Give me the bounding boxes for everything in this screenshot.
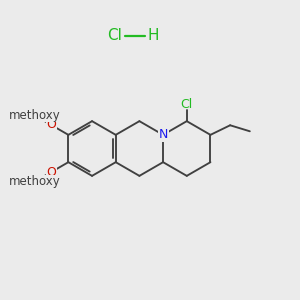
Text: O: O [46, 166, 56, 178]
Text: N: N [158, 128, 168, 141]
Text: methoxy: methoxy [8, 109, 60, 122]
Text: H: H [147, 28, 158, 43]
Text: Cl: Cl [107, 28, 122, 43]
Text: methoxy: methoxy [8, 176, 60, 188]
Text: Cl: Cl [181, 98, 193, 110]
Text: O: O [46, 118, 56, 131]
